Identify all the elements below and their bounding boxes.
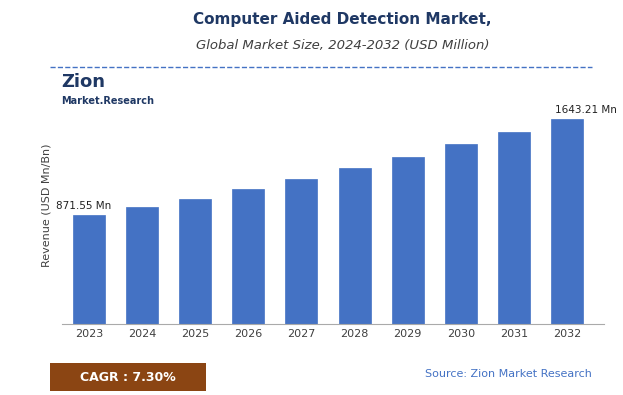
Bar bbox=[179, 199, 211, 324]
Text: Market.Research: Market.Research bbox=[61, 96, 154, 106]
Text: Computer Aided Detection Market,: Computer Aided Detection Market, bbox=[193, 12, 492, 27]
Y-axis label: Revenue (USD Mn/Bn): Revenue (USD Mn/Bn) bbox=[42, 144, 52, 267]
Bar bbox=[551, 119, 583, 324]
Text: Source: Zion Market Research: Source: Zion Market Research bbox=[425, 369, 592, 379]
Text: 1643.21 Mn: 1643.21 Mn bbox=[554, 105, 617, 115]
Text: 871.55 Mn: 871.55 Mn bbox=[56, 201, 111, 211]
Bar bbox=[232, 189, 264, 324]
Bar bbox=[498, 132, 530, 324]
Text: CAGR : 7.30%: CAGR : 7.30% bbox=[80, 371, 176, 384]
Text: Global Market Size, 2024-2032 (USD Million): Global Market Size, 2024-2032 (USD Milli… bbox=[196, 40, 490, 53]
Bar bbox=[285, 179, 317, 324]
Bar bbox=[445, 144, 477, 324]
Bar bbox=[339, 169, 371, 324]
Text: Zion: Zion bbox=[61, 73, 105, 91]
Bar bbox=[126, 207, 158, 324]
Bar bbox=[392, 157, 424, 324]
Bar bbox=[73, 215, 105, 324]
